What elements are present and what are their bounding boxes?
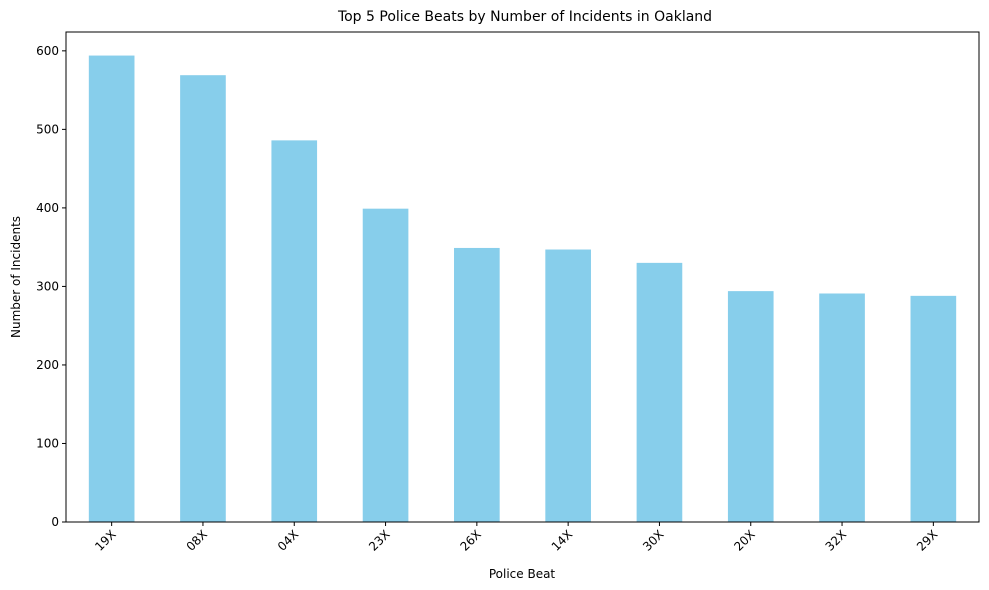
x-tick-label-08x: 08X <box>184 527 211 554</box>
bar-04x <box>271 140 318 522</box>
bar-26x <box>454 247 500 522</box>
y-tick-label-0: 0 <box>51 515 59 529</box>
y-tick-label-600: 600 <box>36 44 59 58</box>
bar-29x <box>910 295 957 522</box>
x-tick-label-04x: 04X <box>275 527 302 554</box>
y-tick-label-500: 500 <box>36 122 59 136</box>
x-tick-label-14x: 14X <box>549 527 576 554</box>
y-tick-label-200: 200 <box>36 358 59 372</box>
x-tick-label-32x: 32X <box>823 527 850 554</box>
x-tick-label-20x: 20X <box>731 527 758 554</box>
bar-14x <box>545 249 591 522</box>
y-tick-label-100: 100 <box>36 436 59 450</box>
y-axis-label: Number of Incidents <box>9 216 23 338</box>
x-tick-label-19x: 19X <box>92 527 119 554</box>
x-tick-label-23x: 23X <box>366 527 393 554</box>
plot-area: 0 100 200 300 400 500 600 19X 08X 04X 23X 26X 14X 30X… <box>36 31 980 554</box>
y-tick-label-400: 400 <box>36 201 59 215</box>
plot-frame <box>65 31 980 523</box>
bar-32x <box>819 293 865 522</box>
y-tick-label-300: 300 <box>36 279 59 293</box>
x-tick-label-30x: 30X <box>640 527 667 554</box>
chart-title: Top 5 Police Beats by Number of Incident… <box>337 9 712 25</box>
bar-30x <box>636 262 683 522</box>
x-axis-label: Police Beat <box>489 567 556 581</box>
bar-20x <box>727 291 774 522</box>
bar-19x <box>88 55 135 523</box>
bar-23x <box>362 208 409 522</box>
x-tick-label-29x: 29X <box>914 527 941 554</box>
bar-08x <box>180 75 226 522</box>
x-tick-label-26x: 26X <box>457 527 484 554</box>
